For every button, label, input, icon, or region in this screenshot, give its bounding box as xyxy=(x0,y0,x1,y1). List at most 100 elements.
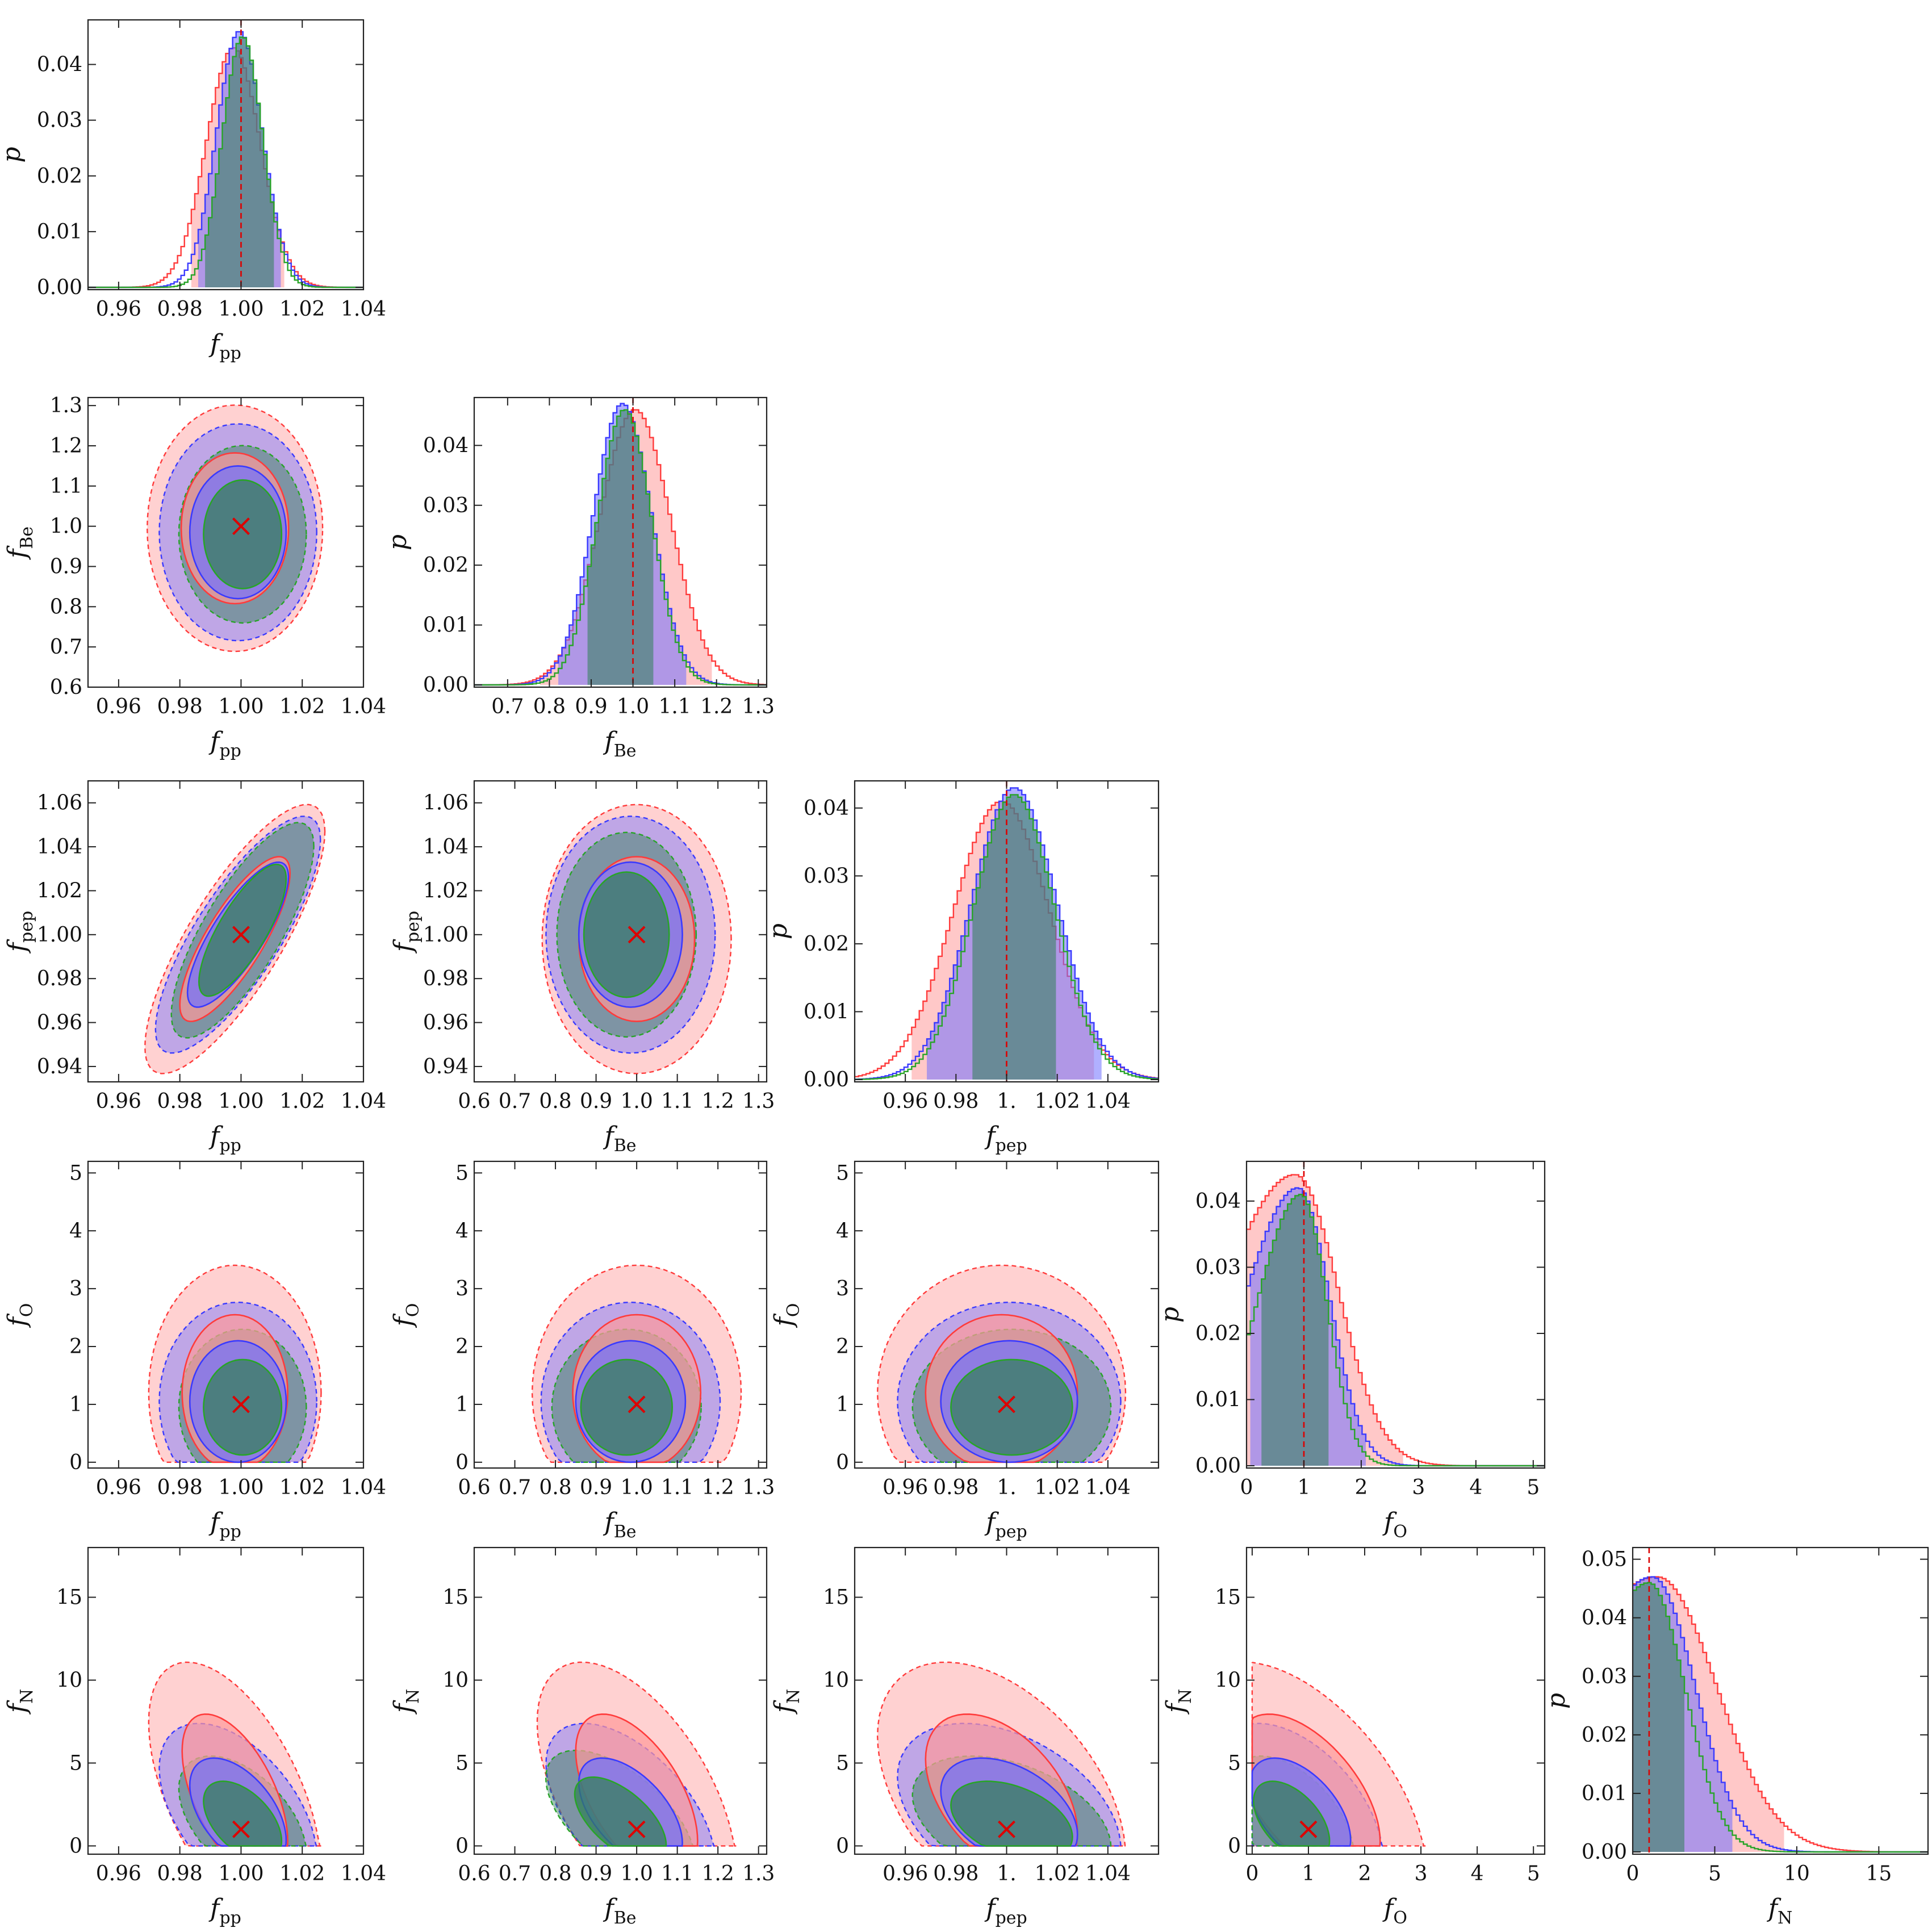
x-tick-label: 1.3 xyxy=(742,1862,775,1885)
y-tick-label: 0.03 xyxy=(37,109,82,132)
truth-marker xyxy=(232,1395,250,1414)
y-tick-label: 0.04 xyxy=(804,797,849,820)
contour-68-green xyxy=(574,1776,667,1847)
x-tick-label: 1.04 xyxy=(1085,1476,1131,1499)
histogram-panel-Be: 0.7 0.8 0.9 1.0 1.1 1.2 1.3 0.00 0.01 0.02 0.03 0.0… xyxy=(383,396,775,761)
x-tick-label: 1.02 xyxy=(279,1476,325,1499)
x-tick-label: 1.02 xyxy=(279,695,325,718)
y-tick-label: 0.7 xyxy=(50,635,82,659)
contour-68-green xyxy=(1253,1780,1331,1847)
contour-68-green xyxy=(950,1780,1073,1847)
contour-68-green xyxy=(583,871,670,998)
contour-68-green xyxy=(580,1358,674,1456)
y-tick-label: 0.00 xyxy=(37,276,82,299)
panel-frame xyxy=(1632,1546,1929,1855)
panel-frame xyxy=(473,396,768,688)
x-tick-label: 5 xyxy=(1708,1862,1721,1885)
y-tick-label: 4 xyxy=(836,1219,849,1243)
truth-marker xyxy=(998,1820,1015,1838)
contour-panel-Be-N: 0.6 0.7 0.8 0.9 1.0 1.1 1.2 1.3 0 5 10 15 fBe fN xyxy=(389,1546,775,1928)
x-tick-label: 1.04 xyxy=(341,695,386,718)
contour-panel-Be-O: 0.6 0.7 0.8 0.9 1.0 1.1 1.2 1.3 0 1 2 3 4 5 fBe fO xyxy=(389,1160,775,1542)
y-tick-label: 1.02 xyxy=(423,879,469,902)
x-tick-label: 0.96 xyxy=(96,1476,141,1499)
y-tick-label: 15 xyxy=(823,1586,849,1609)
y-tick-label: 0.01 xyxy=(423,614,469,637)
x-tick-label: 1.0 xyxy=(620,1090,653,1113)
y-tick-label: 0.03 xyxy=(1195,1256,1241,1279)
x-axis-label-pep: fpep xyxy=(984,1508,1027,1542)
x-tick-label: 1.02 xyxy=(279,1090,325,1113)
y-tick-label: 0.00 xyxy=(804,1068,849,1092)
panel-frame xyxy=(473,1160,768,1469)
x-tick-label: 1.00 xyxy=(218,298,264,321)
x-tick-label: 1.00 xyxy=(218,1090,264,1113)
x-tick-label: 1.3 xyxy=(742,1476,775,1499)
truth-marker xyxy=(232,1820,250,1838)
y-axis-label-O: fO xyxy=(770,1303,804,1328)
contour-panel-O-N: 0 1 2 3 4 5 0 5 10 15 fO fN xyxy=(1161,1546,1546,1928)
histogram-line-green xyxy=(1633,1582,1928,1853)
x-tick-label: 1.02 xyxy=(279,298,325,321)
panel-frame xyxy=(1245,1160,1546,1469)
x-tick-label: 0.96 xyxy=(96,1862,141,1885)
x-tick-label: 1.2 xyxy=(702,1862,734,1885)
x-tick-label: 0.8 xyxy=(539,1476,571,1499)
x-tick-label: 1.00 xyxy=(218,1862,264,1885)
x-axis-label-O: fO xyxy=(1382,1894,1407,1928)
y-axis-label-O: fO xyxy=(3,1303,37,1328)
y-tick-label: 0 xyxy=(69,1451,82,1474)
x-tick-label: 1.02 xyxy=(279,1862,325,1885)
x-tick-label: 1.00 xyxy=(218,695,264,718)
histogram-panel-O: 0 1 2 3 4 5 0.00 0.01 0.02 0.03 0.04 fO p xyxy=(1156,1160,1546,1542)
y-tick-label: 1.04 xyxy=(37,835,82,859)
x-tick-label: 1.2 xyxy=(702,1476,734,1499)
y-tick-label: 10 xyxy=(1215,1669,1241,1692)
y-axis-label-N: fN xyxy=(389,1689,423,1715)
y-tick-label: 0.9 xyxy=(50,555,82,579)
y-axis-label-p: p xyxy=(1542,1693,1571,1709)
y-tick-label: 1.2 xyxy=(50,434,82,458)
truth-marker xyxy=(1299,1820,1318,1838)
y-axis-label-Be: fBe xyxy=(3,526,37,560)
y-tick-label: 0.94 xyxy=(37,1055,82,1078)
x-axis-label-Be: fBe xyxy=(603,1894,636,1928)
x-tick-label: 0.7 xyxy=(491,695,524,718)
y-tick-label: 0.04 xyxy=(1582,1607,1627,1630)
x-tick-label: 1.0 xyxy=(620,1862,653,1885)
contour-panel-pp-N: 0.96 0.98 1.00 1.02 1.04 0 5 10 15 fpp fN xyxy=(3,1546,386,1928)
x-tick-label: 1.02 xyxy=(1035,1090,1080,1113)
y-tick-label: 1.1 xyxy=(50,475,82,498)
y-tick-label: 2 xyxy=(455,1335,469,1358)
x-tick-label: 2 xyxy=(1358,1862,1371,1885)
y-tick-label: 5 xyxy=(836,1751,849,1775)
y-tick-label: 5 xyxy=(455,1751,469,1775)
y-tick-label: 1.06 xyxy=(37,792,82,815)
truth-marker xyxy=(628,1820,646,1838)
x-tick-label: 0 xyxy=(1626,1862,1640,1885)
x-tick-label: 0.96 xyxy=(883,1476,928,1499)
y-tick-label: 0 xyxy=(836,1451,849,1474)
x-tick-label: 1.02 xyxy=(1035,1862,1080,1885)
y-tick-label: 3 xyxy=(455,1277,469,1300)
y-tick-label: 1.00 xyxy=(37,923,82,947)
x-axis-label-pp: fpp xyxy=(208,1508,241,1542)
y-tick-label: 1 xyxy=(836,1393,849,1416)
histogram-panel-pp: 0.96 0.98 1.00 1.02 1.04 0.00 0.01 0.02 0.03 0.04… xyxy=(0,19,386,363)
x-tick-label: 0.96 xyxy=(883,1090,928,1113)
x-tick-label: 5 xyxy=(1527,1476,1540,1499)
y-tick-label: 0 xyxy=(1228,1834,1241,1858)
y-tick-label: 1.02 xyxy=(37,879,82,902)
y-tick-label: 1 xyxy=(455,1393,469,1416)
x-tick-label: 0.6 xyxy=(458,1090,490,1113)
y-axis-label-N: fN xyxy=(3,1689,37,1715)
y-tick-label: 0.01 xyxy=(37,220,82,244)
x-axis-label-Be: fBe xyxy=(603,1508,636,1542)
y-tick-label: 0.8 xyxy=(50,595,82,618)
x-tick-label: 0.98 xyxy=(933,1862,978,1885)
y-tick-label: 1.06 xyxy=(423,792,469,815)
contour-panel-pep-N: 0.96 0.98 1. 1.02 1.04 0 5 10 15 fpep fN xyxy=(770,1546,1160,1928)
y-tick-label: 0.00 xyxy=(1582,1841,1627,1864)
x-tick-label: 0 xyxy=(1240,1476,1253,1499)
panel-frame xyxy=(473,1546,768,1855)
